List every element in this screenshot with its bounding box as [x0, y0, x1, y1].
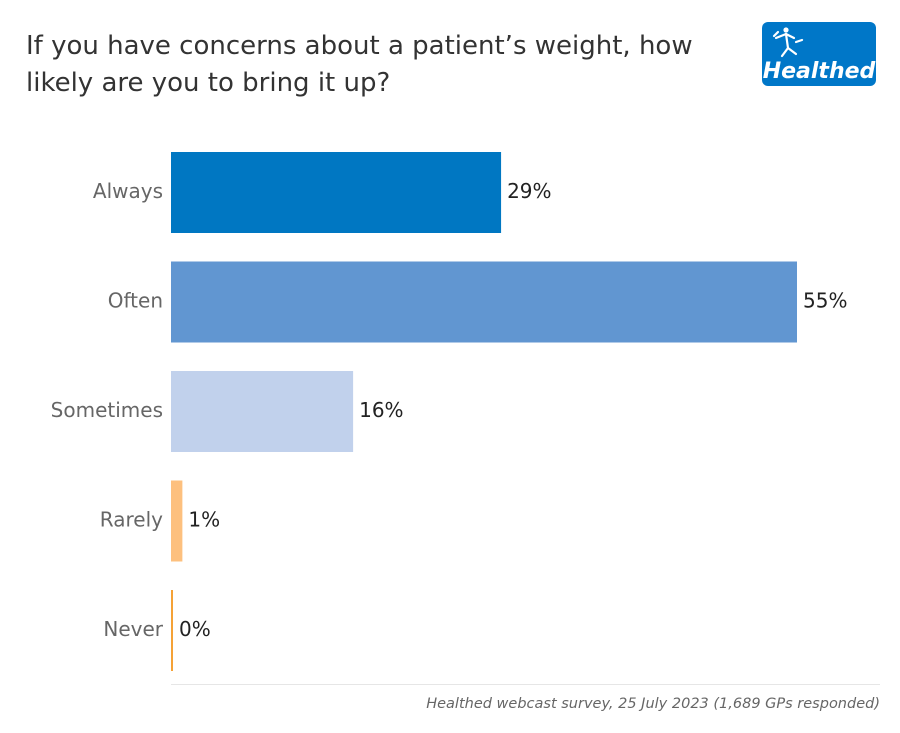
value-label-often: 55% — [803, 289, 847, 313]
value-label-always: 29% — [507, 179, 551, 203]
value-label-rarely: 1% — [188, 508, 220, 532]
bar-often — [171, 261, 797, 343]
category-label-sometimes: Sometimes — [51, 398, 163, 422]
healthed-logo: Healthed — [762, 22, 876, 86]
bar-sometimes — [171, 371, 354, 452]
bar-never — [171, 590, 173, 671]
value-label-never: 0% — [179, 617, 211, 641]
bar-always — [171, 152, 502, 233]
value-label-sometimes: 16% — [359, 398, 403, 422]
bar-rarely — [171, 480, 183, 562]
svg-text:Healthed: Healthed — [763, 59, 876, 84]
source-note: Healthed webcast survey, 25 July 2023 (1… — [426, 696, 880, 712]
category-label-rarely: Rarely — [100, 508, 163, 532]
category-label-never: Never — [103, 617, 163, 641]
category-label-often: Often — [108, 289, 163, 313]
category-label-always: Always — [93, 179, 163, 203]
chart-title: If you have concerns about a patient’s w… — [26, 31, 693, 98]
